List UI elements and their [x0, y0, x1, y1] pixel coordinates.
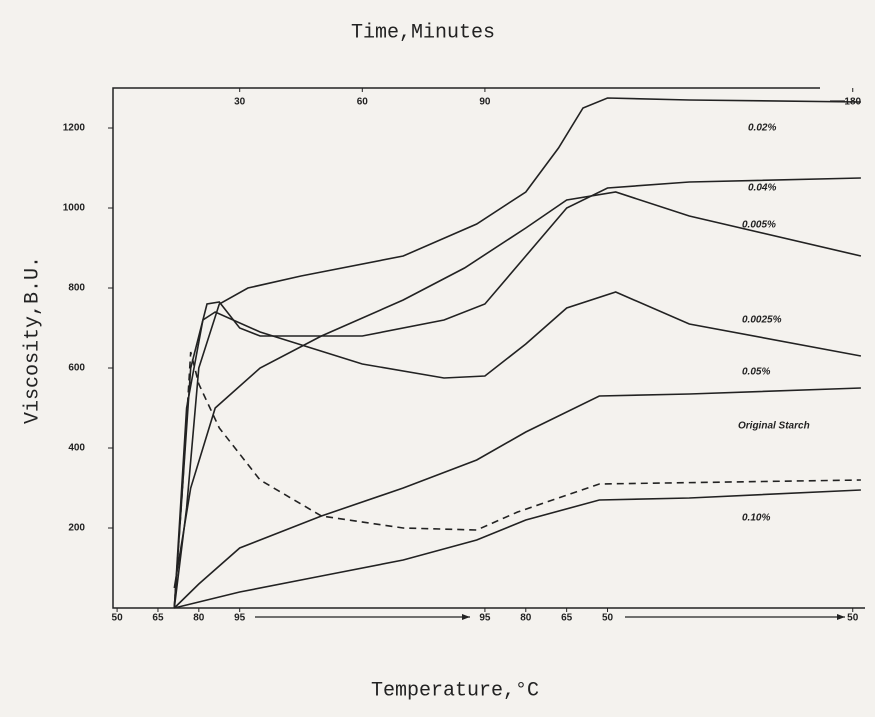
axis-frame [112, 87, 865, 609]
x-tick-label: 50 [112, 613, 124, 624]
chart-title: Time,Minutes [351, 21, 495, 44]
series-line [173, 177, 861, 609]
y-tick-label: 1200 [63, 123, 86, 134]
series-label: 0.10% [742, 513, 770, 524]
x-tick-label: 50 [602, 613, 614, 624]
x-tick-label: 80 [193, 613, 205, 624]
arrow-head [462, 614, 470, 620]
x-tick-label: 80 [520, 613, 532, 624]
x-axis-label: Temperature,°C [371, 679, 539, 702]
series-label: 0.0025% [742, 315, 782, 326]
x2-tick-label: 30 [234, 97, 246, 108]
x2-tick-label: 90 [479, 97, 491, 108]
arrow-head [837, 614, 845, 620]
y-tick-label: 200 [68, 523, 85, 534]
series-line [173, 191, 862, 589]
series-label: 0.005% [742, 220, 776, 231]
x-tick-label: 65 [561, 613, 573, 624]
series-label: 0.04% [748, 183, 776, 194]
y-tick-label: 400 [68, 443, 85, 454]
x-tick-label: 95 [234, 613, 246, 624]
series-label: 0.02% [748, 123, 776, 134]
x-tick-label: 95 [479, 613, 491, 624]
y-axis-label: Viscosity,B.U. [21, 256, 44, 424]
y-tick-label: 600 [68, 363, 85, 374]
x-tick-label: 65 [152, 613, 164, 624]
series-line [173, 97, 861, 609]
series-line [173, 351, 861, 609]
series-label: Original Starch [738, 421, 810, 432]
x2-tick-label: 60 [357, 97, 369, 108]
series-line [173, 387, 861, 609]
series-line [174, 489, 861, 609]
series-label: 0.05% [742, 367, 770, 378]
y-tick-label: 1000 [63, 203, 86, 214]
x-tick-label: 50 [847, 613, 859, 624]
y-tick-label: 800 [68, 283, 85, 294]
series-line [173, 291, 862, 609]
